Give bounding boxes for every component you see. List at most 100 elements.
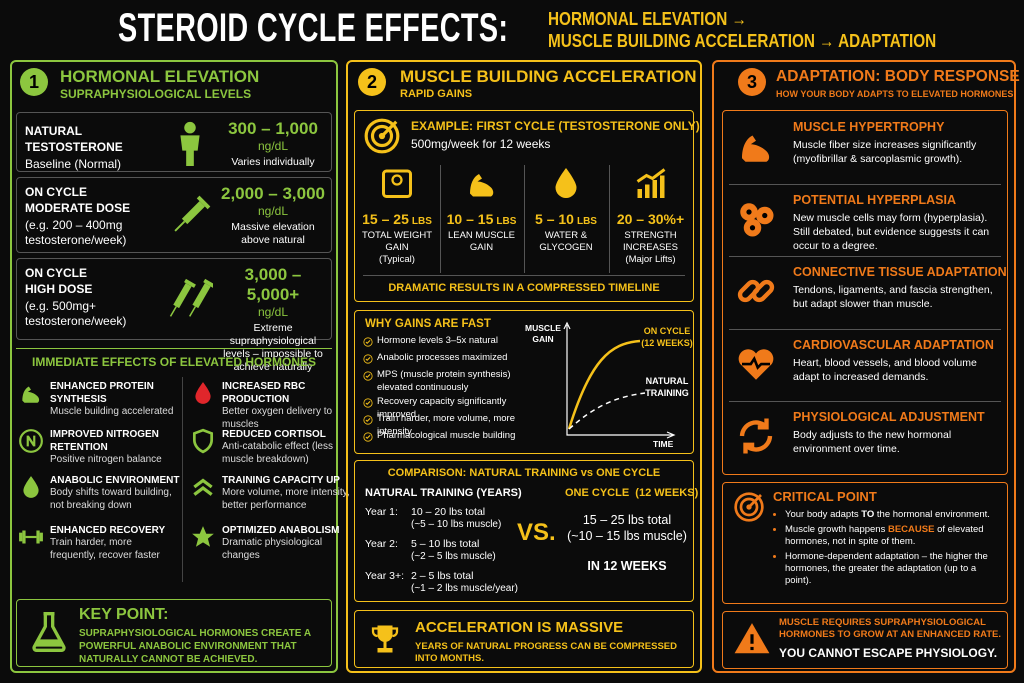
hormonal-panel: 1 HORMONAL ELEVATION SUPRAPHYSIOLOGICAL LE… — [10, 60, 350, 673]
icon — [734, 492, 764, 522]
effect-text: Better oxygen delivery to muscles — [222, 406, 333, 430]
icon — [363, 371, 373, 381]
effect: IMPROVED NITROGEN RETENTION Positive nitr… — [50, 428, 180, 467]
bullet-emphasis: TO — [861, 509, 875, 520]
effect-text: Train harder, more frequently, recover f… — [50, 537, 160, 561]
level-note: Extreme supraphysiological levels – impo… — [223, 322, 323, 373]
icon-shape — [22, 530, 26, 544]
icon-shape — [370, 124, 394, 148]
level-unit: ng/dL — [257, 139, 289, 153]
level-value: 3,000 – 5,000+ — [244, 265, 302, 304]
chart-y-label: MUSCLE GAIN — [525, 323, 561, 344]
icon — [169, 278, 213, 317]
level-value-group: 300 – 1,000 ng/dL Varies individually — [217, 119, 329, 169]
item-text: Heart, blood vessels, and blood volume a… — [793, 356, 977, 383]
icon-shape — [742, 135, 770, 162]
icon — [382, 169, 412, 198]
level-name: NATURAL TESTOSTERONE — [25, 124, 123, 154]
level-value: 2,000 – 3,000 — [221, 184, 325, 203]
icon-shape — [746, 208, 752, 215]
icon-shape — [181, 201, 205, 225]
item-title: MUSCLE HYPERTROPHY — [793, 120, 945, 134]
row-period: Year 2: — [365, 538, 398, 550]
item-title: CARDIOVASCULAR ADAPTATION — [793, 337, 994, 352]
adaptation-list: MUSCLE HYPERTROPHY Muscle fiber size incr… — [722, 110, 1008, 475]
icon — [363, 398, 373, 408]
why-item: MPS (muscle protein synthesis) elevated … — [377, 369, 511, 393]
stat-label: WATER & GLYCOGEN — [526, 230, 606, 254]
icon-shape — [751, 280, 775, 303]
footer-title: ACCELERATION IS MASSIVE — [415, 619, 624, 636]
icon — [363, 415, 373, 425]
why-item: Pharmacological muscle building — [377, 430, 516, 441]
growth-sketch — [563, 321, 676, 439]
level-card: NATURAL TESTOSTERONE Baseline (Normal) 300… — [16, 112, 332, 172]
stat-label-text: STRENGTH INCREASES — [623, 230, 678, 253]
stat-note: (Typical) — [379, 254, 415, 265]
icon — [740, 202, 774, 237]
item-title: CONNECTIVE TISSUE ADAPTATION — [793, 265, 1007, 280]
effect: REDUCED CORTISOL Anti-catabolic effect (l… — [222, 428, 352, 466]
item-title: POTENTIAL HYPERPLASIA — [793, 192, 956, 207]
stat-number: 15 – 25 — [362, 211, 409, 227]
icon-shape — [750, 646, 754, 651]
icon — [734, 623, 770, 654]
stat-label: LEAN MUSCLE GAIN — [442, 230, 522, 254]
bullet: Hormone-dependent adaptation – the highe… — [785, 551, 1005, 587]
effect-title: REDUCED CORTISOL — [222, 429, 326, 440]
effect-text: Body shifts toward building, not breakin… — [50, 487, 172, 511]
bullet-text: Hormone-dependent adaptation – the highe… — [785, 551, 988, 586]
row-period: Year 3+: — [365, 570, 405, 582]
icon-shape — [563, 321, 676, 439]
icon-shape — [363, 398, 373, 408]
item-text: Tendons, ligaments, and fascia strengthe… — [793, 284, 993, 311]
row-divider — [729, 401, 1001, 403]
icon-shape — [365, 434, 371, 439]
icon-shape — [749, 224, 756, 230]
icon — [363, 432, 373, 442]
stat-value: 20 – 30%+ — [609, 211, 693, 228]
section-subtitle: SUPRAPHYSIOLOGICAL LEVELS — [60, 87, 252, 101]
icon-shape — [23, 476, 39, 498]
icon-shape — [365, 417, 371, 422]
icon — [192, 526, 214, 547]
bullet-text: the hormonal environment. — [874, 509, 990, 520]
why-item: Recovery capacity significantly improved — [377, 396, 507, 420]
stat-label-text: WATER & GLYCOGEN — [539, 230, 593, 253]
acceleration-panel: 2 MUSCLE BUILDING ACCELERATION RAPID GAINS… — [346, 60, 702, 673]
icon-shape — [377, 648, 393, 653]
footer-text: YEARS OF NATURAL PROGRESS CAN BE COMPRES… — [415, 641, 677, 664]
bullet-list: Your body adapts TO the hormonal environ… — [773, 509, 1005, 587]
stat-label-text: TOTAL WEIGHT GAIN — [361, 230, 433, 253]
icon — [19, 429, 43, 453]
effect-text: Anti-catabolic effect (less muscle break… — [222, 441, 333, 465]
level-name: MODERATE DOSE — [25, 201, 131, 215]
icon-shape — [39, 532, 43, 542]
icon-shape — [189, 278, 213, 317]
stat-divider — [608, 165, 610, 273]
bullet-text: Muscle growth happens — [785, 524, 888, 535]
icon-shape — [365, 400, 371, 405]
effect-title: IMPROVED NITROGEN RETENTION — [50, 429, 159, 453]
row-divider — [729, 183, 1001, 185]
row-divider — [729, 328, 1001, 330]
vs: VS. — [517, 519, 556, 546]
level-note: Massive elevation above natural — [231, 221, 315, 246]
icon — [32, 612, 66, 652]
icon-shape — [748, 494, 762, 508]
icon-shape — [383, 640, 387, 648]
icon — [371, 625, 399, 653]
effect: TRAINING CAPACITY UP More volume, more in… — [222, 474, 352, 512]
icon — [195, 382, 211, 404]
level-detail: (e.g. 500mg+ testosterone/week) — [25, 299, 127, 328]
icon-shape — [192, 526, 214, 547]
icon — [180, 121, 200, 166]
acceleration-footer: ACCELERATION IS MASSIVE YEARS OF NATURAL … — [354, 610, 694, 668]
icon-shape — [377, 625, 393, 642]
icon-shape — [750, 634, 754, 644]
icon-shape — [391, 174, 403, 186]
warning-tagline: YOU CANNOT ESCAPE PHYSIOLOGY. — [779, 646, 998, 660]
level-label: ON CYCLE MODERATE DOSE (e.g. 200 – 400mg t… — [25, 184, 165, 248]
icon-shape — [363, 371, 373, 381]
